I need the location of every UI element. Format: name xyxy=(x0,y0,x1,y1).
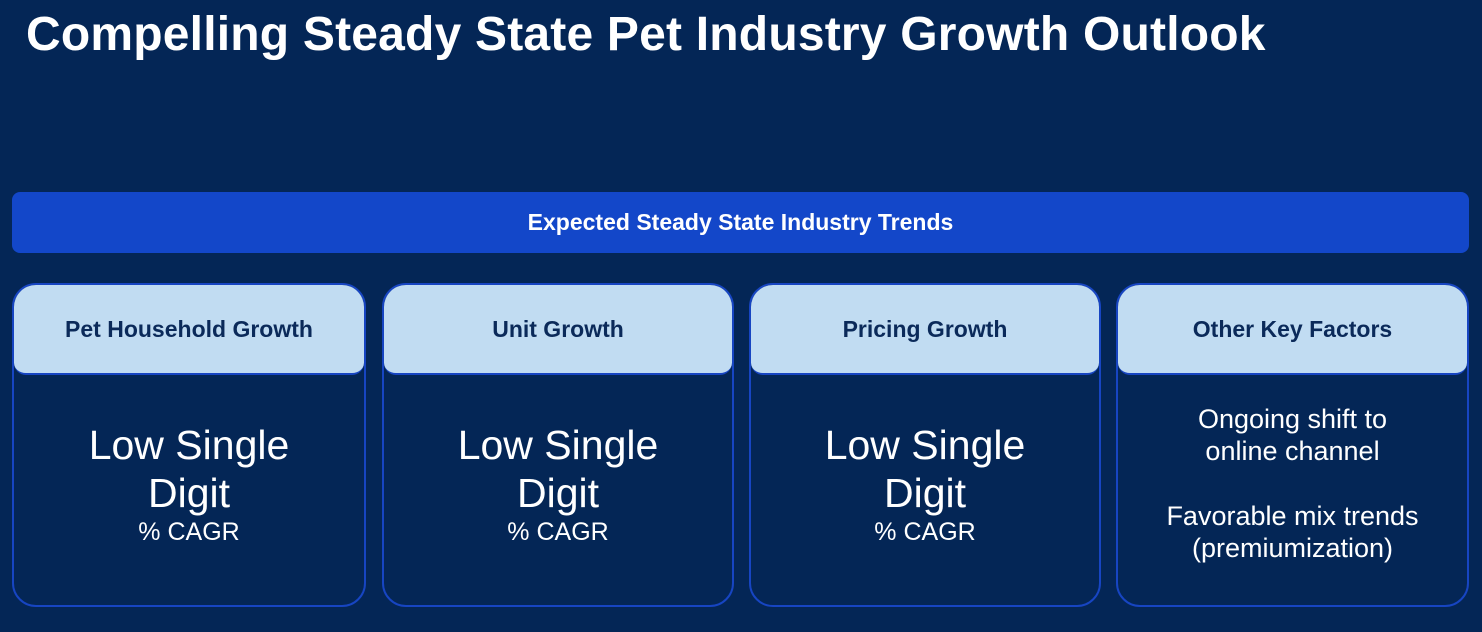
card-pet-household-growth: Pet Household Growth Low Single Digit % … xyxy=(12,283,366,607)
card-header: Pricing Growth xyxy=(751,285,1099,375)
card-header: Other Key Factors xyxy=(1118,285,1467,375)
card-metric: Low Single Digit xyxy=(14,421,364,517)
metric-line: Digit xyxy=(516,470,600,516)
trends-banner: Expected Steady State Industry Trends xyxy=(12,192,1469,253)
card-unit-growth: Unit Growth Low Single Digit % CAGR xyxy=(382,283,734,607)
factor-mix-trends: Favorable mix trends (premiumization) xyxy=(1118,500,1467,564)
card-metric: Low Single Digit xyxy=(751,421,1099,517)
factor-line: online channel xyxy=(1205,436,1380,466)
card-pricing-growth: Pricing Growth Low Single Digit % CAGR xyxy=(749,283,1101,607)
card-metric: Low Single Digit xyxy=(384,421,732,517)
metric-line: Digit xyxy=(147,470,231,516)
metric-unit: % CAGR xyxy=(138,518,240,546)
card-header: Pet Household Growth xyxy=(14,285,364,375)
metric-line: Low Single xyxy=(824,422,1026,468)
card-other-key-factors: Other Key Factors Ongoing shift to onlin… xyxy=(1116,283,1469,607)
page-title: Compelling Steady State Pet Industry Gro… xyxy=(26,8,1266,61)
metric-line: Low Single xyxy=(88,422,290,468)
card-header: Unit Growth xyxy=(384,285,732,375)
metric-line: Digit xyxy=(883,470,967,516)
factor-online-channel: Ongoing shift to online channel xyxy=(1118,403,1467,467)
metric-unit: % CAGR xyxy=(874,518,976,546)
metric-unit: % CAGR xyxy=(507,518,609,546)
factor-line: Ongoing shift to xyxy=(1197,404,1388,434)
factor-line: Favorable mix trends xyxy=(1166,501,1419,531)
metric-line: Low Single xyxy=(457,422,659,468)
factor-line: (premiumization) xyxy=(1191,533,1394,563)
